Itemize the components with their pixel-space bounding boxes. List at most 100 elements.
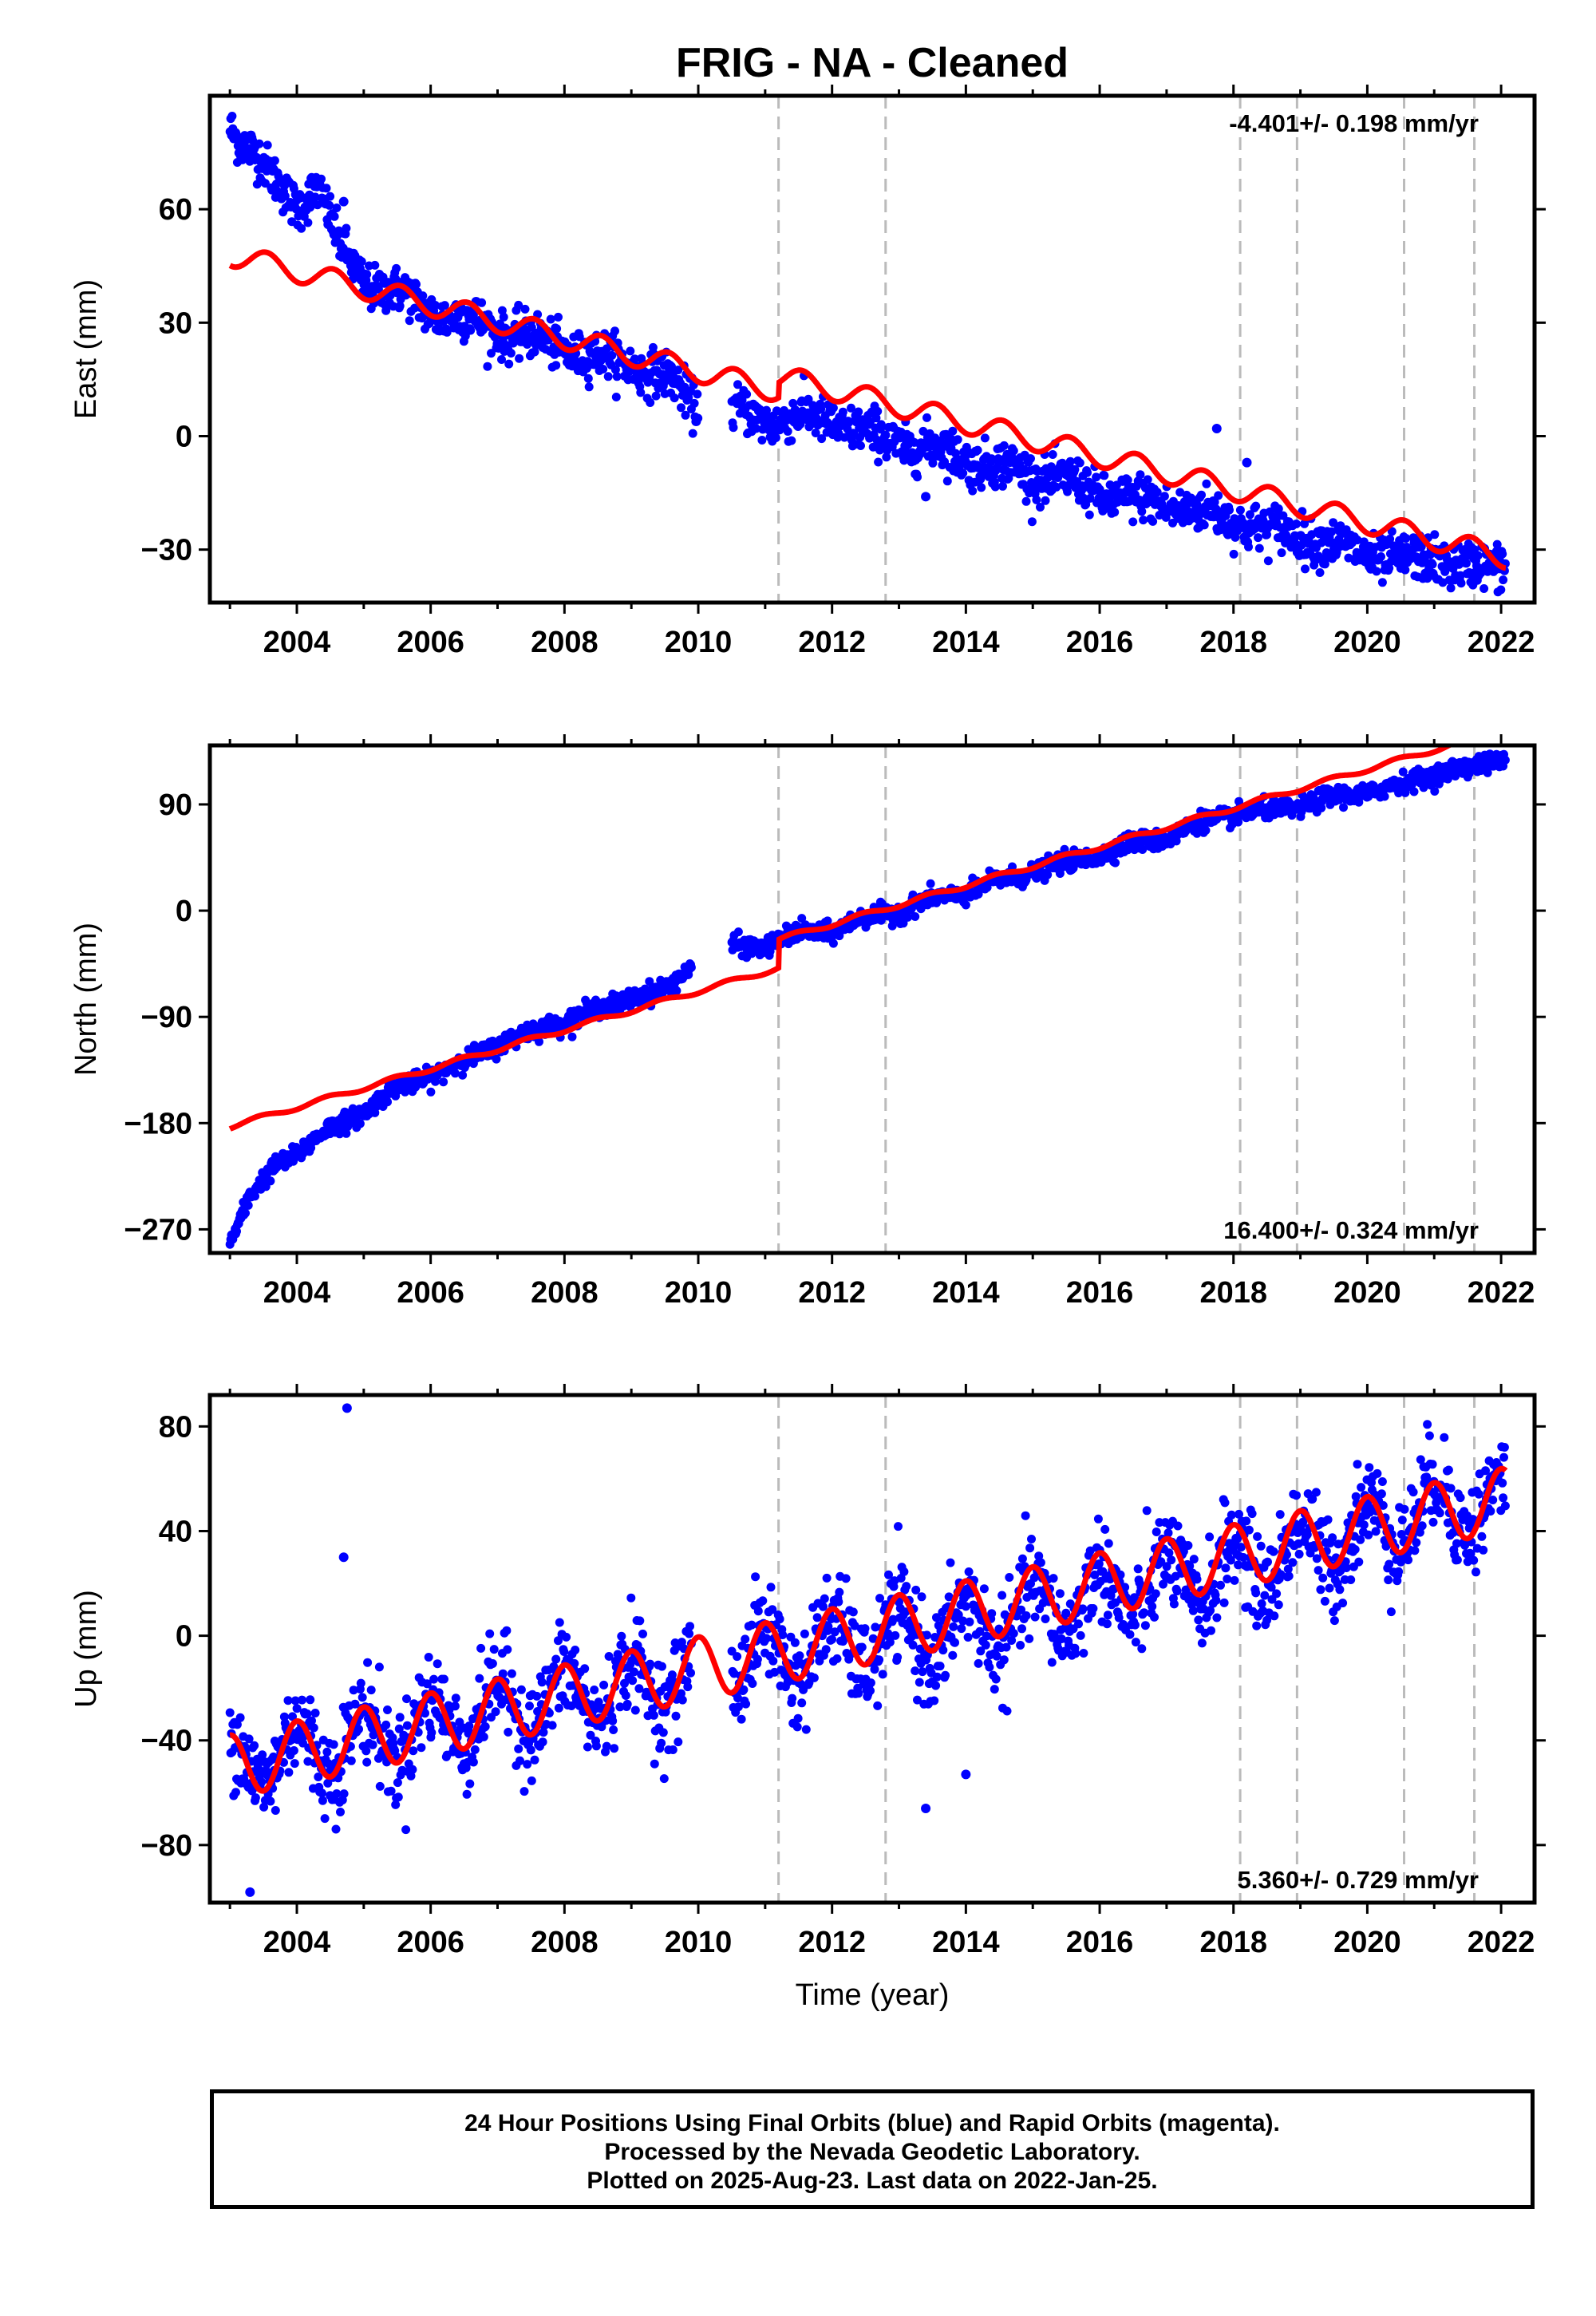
data-point [741,1634,750,1644]
x-tick-label: 2022 [1468,626,1535,659]
data-point [1002,1706,1012,1716]
data-point [752,424,760,433]
data-point [405,316,414,326]
data-point [1075,458,1084,468]
data-point [302,1709,312,1718]
data-point [1314,1566,1323,1575]
data-point [283,1696,293,1705]
data-point [946,1558,955,1567]
data-point [686,962,696,972]
data-point [659,1774,669,1784]
data-point [1245,510,1254,520]
data-point [1254,533,1262,543]
data-point [1274,504,1283,513]
data-point [658,1728,668,1737]
data-point [1498,549,1507,559]
data-point [816,405,826,413]
data-point [985,1662,994,1672]
data-point [468,1757,478,1767]
data-point [439,1077,448,1087]
data-point [876,420,886,429]
data-point [488,1659,497,1668]
data-point [987,1609,997,1618]
data-point [628,1676,638,1686]
data-point [310,1709,320,1717]
data-point [266,1176,275,1186]
data-point [957,1624,966,1634]
data-point [1172,1587,1182,1596]
data-point [1074,1619,1083,1629]
data-point [1316,1585,1325,1595]
data-point [1137,1644,1147,1654]
data-point [783,427,792,436]
data-point [1131,1638,1140,1647]
data-point [963,1633,973,1642]
data-point [771,433,780,442]
data-point [1485,749,1495,759]
data-point [1139,516,1148,525]
data-point [1372,567,1381,576]
data-point [386,1786,396,1796]
data-point [866,1678,875,1688]
data-point [823,916,832,926]
data-point [440,1674,448,1684]
data-point [672,986,681,995]
data-point [1076,1630,1085,1640]
data-point [820,1594,829,1603]
data-point [539,1728,548,1737]
data-point [393,1792,403,1802]
data-point [514,1744,523,1753]
data-point [1320,559,1329,569]
data-point [373,284,383,294]
y-tick-label: 60 [159,193,192,227]
data-point [948,426,958,436]
data-point [322,1747,332,1757]
data-point [483,362,492,371]
data-point [809,1673,819,1682]
observed-points [225,112,1510,597]
data-point [1032,495,1041,504]
data-point [1173,1521,1183,1531]
data-point [875,1655,884,1665]
data-point [965,1617,974,1626]
data-point [239,1774,249,1784]
data-point [381,1720,391,1729]
data-point [878,1670,887,1679]
data-point [1211,1595,1221,1605]
data-point [1230,1575,1239,1585]
data-point [875,1594,884,1603]
data-point [854,407,863,417]
data-point [342,1128,351,1138]
data-point [630,1667,638,1677]
data-point [1159,492,1169,501]
data-point [1219,1598,1229,1607]
data-point [688,429,697,438]
data-point [458,1070,468,1080]
data-point [538,1737,547,1747]
data-point [795,1651,804,1661]
data-point [1188,1606,1198,1615]
data-point [980,433,990,443]
data-point [515,354,524,363]
data-point [1192,828,1202,838]
data-point [642,1687,651,1697]
data-point [303,218,313,227]
data-point [1197,490,1206,500]
data-point [953,435,962,445]
data-point [401,1825,411,1835]
data-point [450,1701,460,1711]
x-tick-label: 2016 [1066,626,1134,659]
data-point [270,156,279,165]
data-point [498,1669,508,1678]
data-point [683,1682,693,1692]
data-point [451,1694,460,1703]
data-point [1138,845,1148,854]
data-point [607,350,617,360]
data-point [417,1743,426,1753]
x-tick-label: 2020 [1333,626,1401,659]
data-point [797,1698,807,1708]
data-point [686,1668,695,1678]
data-point [433,1659,442,1669]
data-point [1320,1596,1329,1606]
data-point [873,406,883,416]
